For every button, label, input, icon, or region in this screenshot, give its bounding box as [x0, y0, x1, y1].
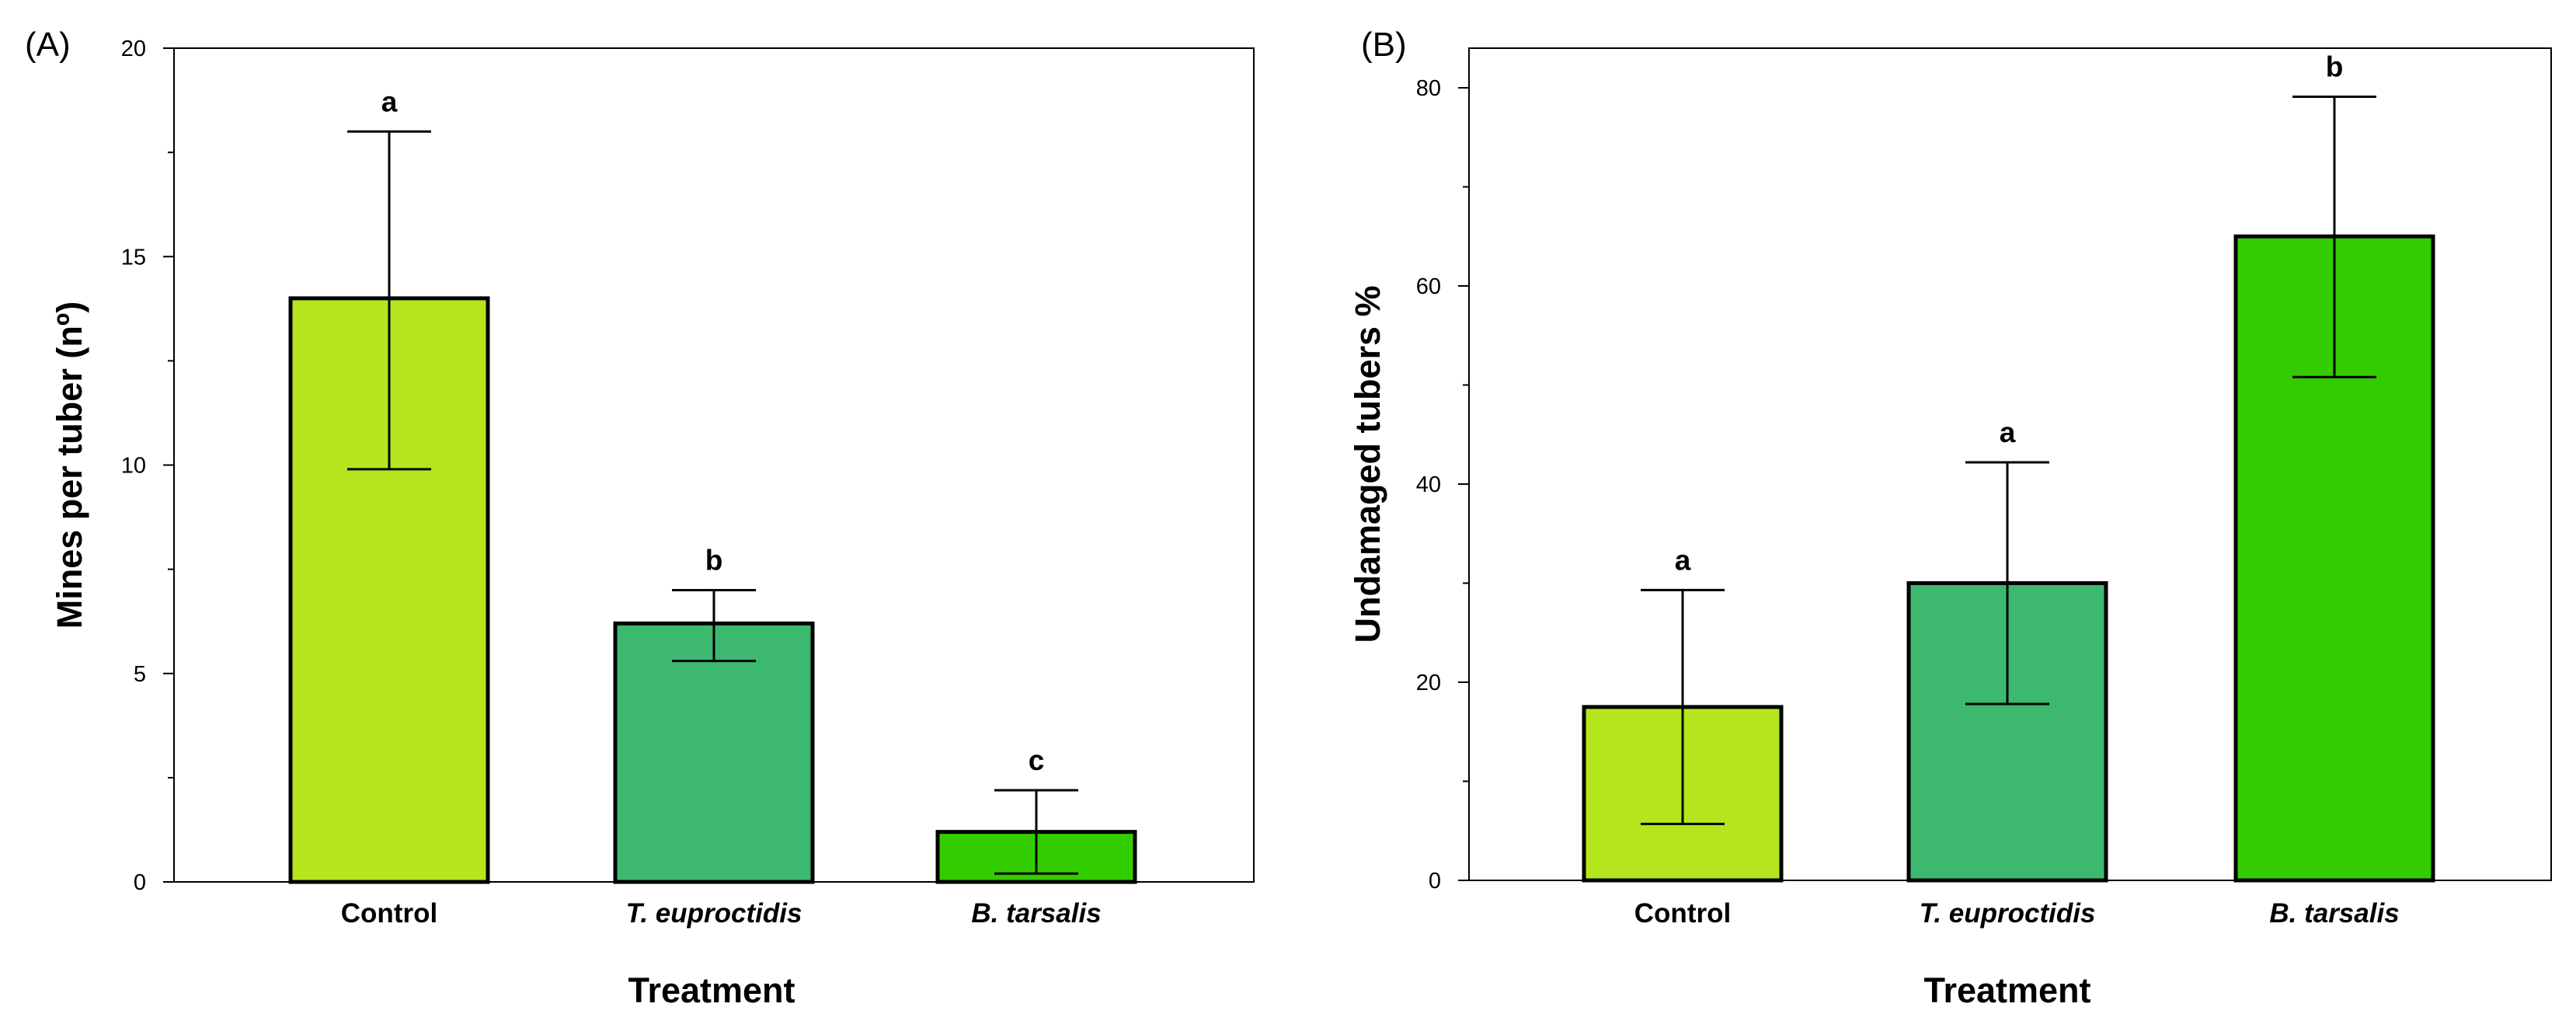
y-axis-title: Undamaged tubers % — [1348, 285, 1387, 643]
category-label: Control — [341, 898, 437, 929]
panel-label: (A) — [25, 26, 71, 64]
panel-label: (B) — [1361, 26, 1407, 64]
y-tick-label: 15 — [121, 245, 146, 270]
y-tick-label: 40 — [1416, 472, 1441, 497]
category-label: T. euproctidis — [626, 898, 802, 929]
category-label: B. tarsalis — [2269, 898, 2399, 929]
y-tick-label: 60 — [1416, 274, 1441, 299]
significance-letter: b — [2326, 51, 2344, 82]
y-tick-label: 10 — [121, 454, 146, 479]
y-tick-label: 0 — [134, 870, 146, 895]
panel-a: 0 5 10 15 20 a Control b T. euproctidis c B. tarsa… — [25, 26, 1255, 1010]
x-axis-title: Treatment — [628, 971, 795, 1010]
y-tick-label: 20 — [121, 37, 146, 61]
significance-letter: a — [381, 85, 398, 117]
panel-b: 0 20 40 60 80 a Control a T. euproctidis b B. tars… — [1348, 26, 2552, 1010]
y-tick-label: 5 — [134, 662, 146, 687]
significance-letter: a — [1675, 544, 1691, 576]
bar — [613, 621, 815, 884]
y-axis-title: Mines per tuber (nº) — [50, 301, 89, 629]
y-tick-label: 0 — [1429, 869, 1441, 894]
significance-letter: c — [1029, 744, 1045, 776]
significance-letter: a — [2000, 416, 2016, 448]
y-tick-label: 20 — [1416, 671, 1441, 695]
significance-letter: b — [705, 544, 723, 576]
category-label: B. tarsalis — [971, 898, 1101, 929]
category-label: Control — [1634, 898, 1731, 929]
x-axis-title: Treatment — [1923, 971, 2090, 1010]
y-tick-label: 80 — [1416, 76, 1441, 101]
category-label: T. euproctidis — [1920, 898, 2096, 929]
